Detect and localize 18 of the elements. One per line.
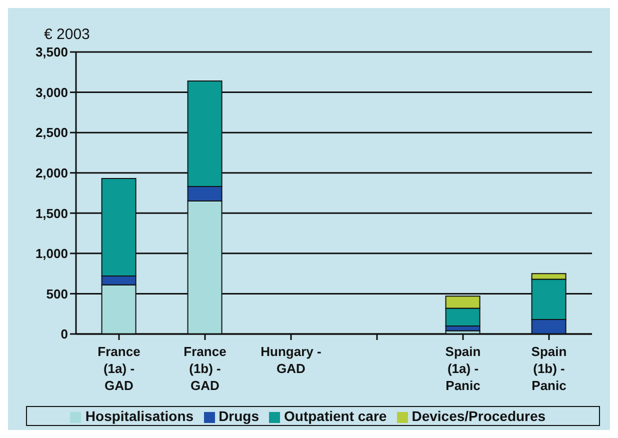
y-tick-label: 3,000 xyxy=(35,84,68,100)
x-tick-label: France (1a) - GAD xyxy=(98,344,140,393)
y-tick-label: 1,000 xyxy=(35,246,68,262)
y-tick-label: 500 xyxy=(46,286,68,302)
x-tick-label: Hungary - GAD xyxy=(260,344,322,376)
legend-label: Hospitalisations xyxy=(85,408,194,424)
legend-label: Drugs xyxy=(218,408,260,424)
y-tick-label: 1,500 xyxy=(35,206,68,221)
x-tick-label: Spain (1a) - Panic xyxy=(445,344,481,393)
x-tick-label: France (1b) - GAD xyxy=(184,344,226,393)
legend-label: Outpatient care xyxy=(284,408,387,424)
y-axis-title: € 2003 xyxy=(44,26,90,43)
legend-label: Devices/Procedures xyxy=(412,408,546,424)
y-tick-label: 0 xyxy=(60,326,68,342)
y-tick-label: 3,500 xyxy=(35,44,68,60)
x-tick-label: Spain (1b) - Panic xyxy=(531,344,567,393)
y-tick-label: 2,000 xyxy=(35,165,68,180)
y-tick-label: 2,500 xyxy=(35,125,68,140)
